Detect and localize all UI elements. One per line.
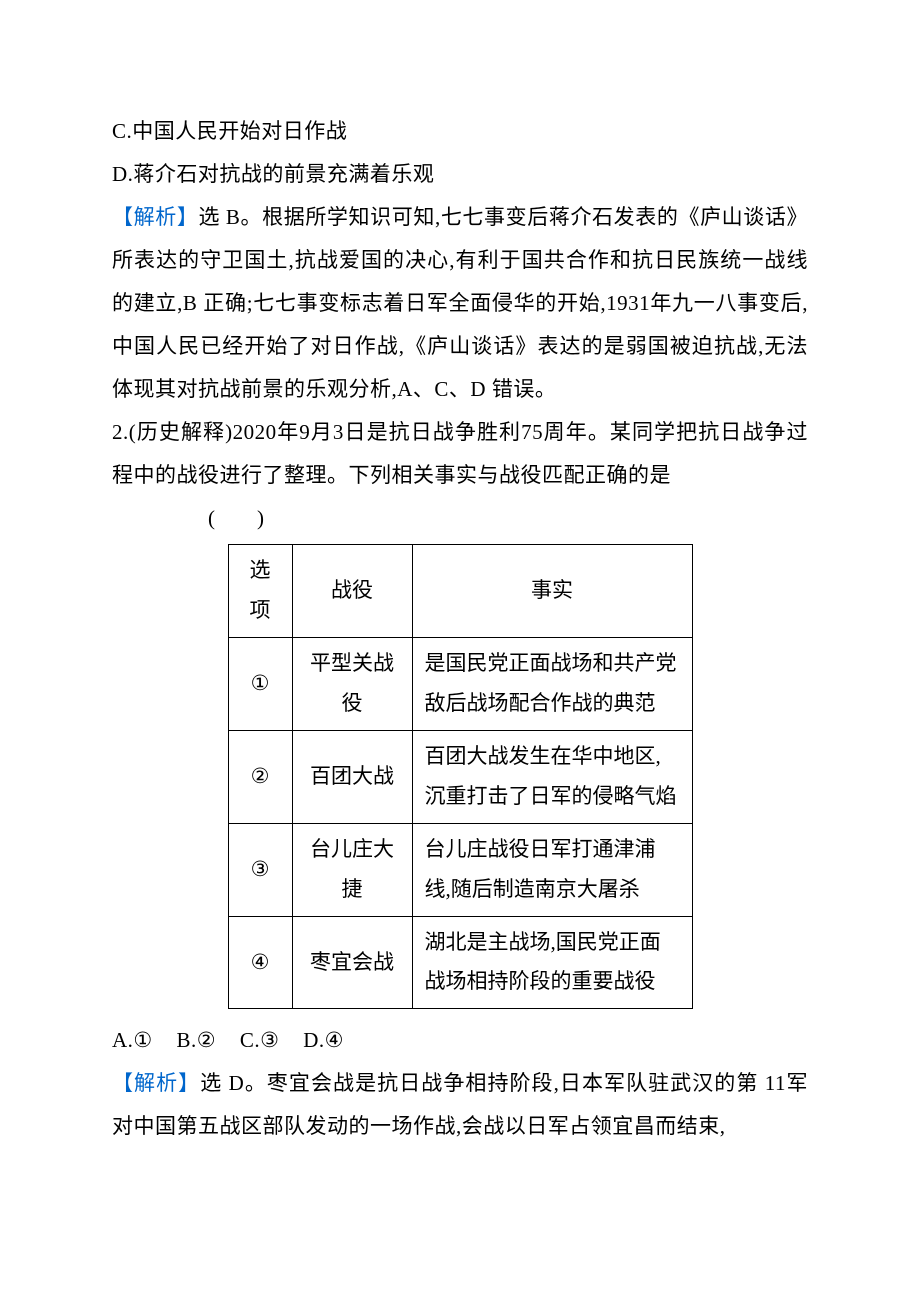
analysis-2-body: 选 D。枣宜会战是抗日战争相持阶段,日本军队驻武汉的第 11军对中国第五战区部队… <box>112 1071 808 1138</box>
row-3-opt: ③ <box>228 823 292 916</box>
table-row: ④ 枣宜会战 湖北是主战场,国民党正面战场相持阶段的重要战役 <box>228 916 692 1009</box>
col-header-option: 选项 <box>228 545 292 638</box>
analysis-1-body: 选 B。根据所学知识可知,七七事变后蒋介石发表的《庐山谈话》所表达的守卫国土,抗… <box>112 205 808 401</box>
question-2-stem: 2.(历史解释)2020年9月3日是抗日战争胜利75周年。某同学把抗日战争过程中… <box>112 411 808 497</box>
table-row: ③ 台儿庄大捷 台儿庄战役日军打通津浦线,随后制造南京大屠杀 <box>228 823 692 916</box>
option-c: C.中国人民开始对日作战 <box>112 110 808 153</box>
question-2-paren: ( ) <box>112 497 808 540</box>
row-3-battle: 台儿庄大捷 <box>292 823 412 916</box>
analysis-2-label: 【解析】 <box>112 1071 200 1095</box>
row-2-fact: 百团大战发生在华中地区,沉重打击了日军的侵略气焰 <box>412 731 692 824</box>
row-4-battle: 枣宜会战 <box>292 916 412 1009</box>
col-header-fact: 事实 <box>412 545 692 638</box>
analysis-1: 【解析】选 B。根据所学知识可知,七七事变后蒋介石发表的《庐山谈话》所表达的守卫… <box>112 196 808 411</box>
choice-b: B.② <box>177 1028 217 1052</box>
row-2-opt: ② <box>228 731 292 824</box>
analysis-2: 【解析】选 D。枣宜会战是抗日战争相持阶段,日本军队驻武汉的第 11军对中国第五… <box>112 1062 808 1148</box>
table-row: ① 平型关战役 是国民党正面战场和共产党敌后战场配合作战的典范 <box>228 638 692 731</box>
battle-table-wrap: 选项 战役 事实 ① 平型关战役 是国民党正面战场和共产党敌后战场配合作战的典范… <box>112 544 808 1009</box>
row-2-battle: 百团大战 <box>292 731 412 824</box>
row-1-fact: 是国民党正面战场和共产党敌后战场配合作战的典范 <box>412 638 692 731</box>
battle-table: 选项 战役 事实 ① 平型关战役 是国民党正面战场和共产党敌后战场配合作战的典范… <box>228 544 693 1009</box>
table-header-row: 选项 战役 事实 <box>228 545 692 638</box>
choice-d: D.④ <box>303 1028 344 1052</box>
row-3-fact: 台儿庄战役日军打通津浦线,随后制造南京大屠杀 <box>412 823 692 916</box>
row-4-fact: 湖北是主战场,国民党正面战场相持阶段的重要战役 <box>412 916 692 1009</box>
choice-c: C.③ <box>240 1028 280 1052</box>
row-4-opt: ④ <box>228 916 292 1009</box>
table-row: ② 百团大战 百团大战发生在华中地区,沉重打击了日军的侵略气焰 <box>228 731 692 824</box>
col-header-battle: 战役 <box>292 545 412 638</box>
row-1-opt: ① <box>228 638 292 731</box>
option-d: D.蒋介石对抗战的前景充满着乐观 <box>112 153 808 196</box>
analysis-1-label: 【解析】 <box>112 205 198 229</box>
answer-choices: A.① B.② C.③ D.④ <box>112 1019 808 1062</box>
choice-a: A.① <box>112 1028 153 1052</box>
row-1-battle: 平型关战役 <box>292 638 412 731</box>
